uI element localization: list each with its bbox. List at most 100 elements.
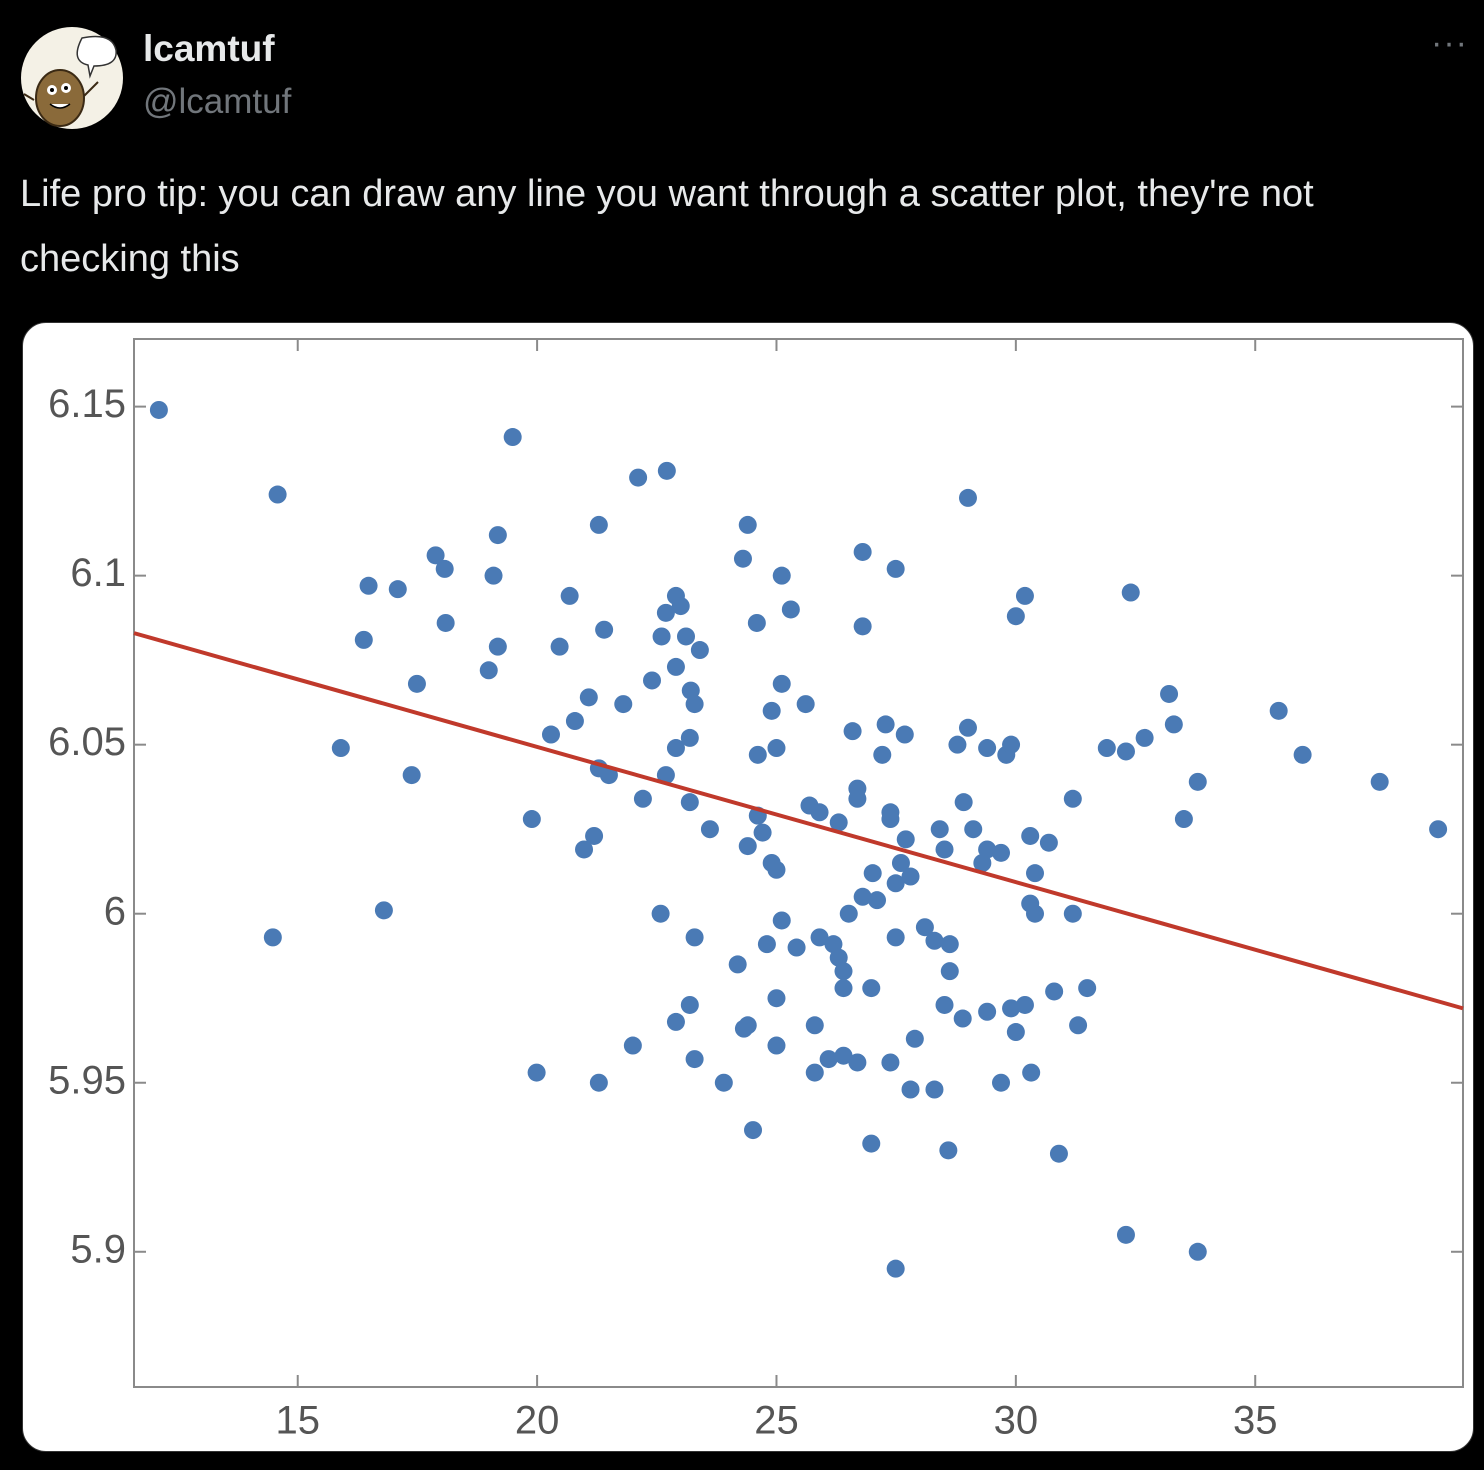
author-handle[interactable]: @lcamtuf xyxy=(143,82,292,121)
scatter-point xyxy=(829,813,848,832)
scatter-point xyxy=(886,874,905,893)
scatter-point xyxy=(748,745,767,764)
scatter-point xyxy=(633,789,652,808)
scatter-point xyxy=(787,938,806,957)
scatter-point xyxy=(747,613,766,632)
scatter-point xyxy=(1135,728,1154,747)
scatter-point xyxy=(656,603,675,622)
scatter-point xyxy=(666,739,685,758)
x-tick-label: 30 xyxy=(994,1399,1039,1443)
scatter-point xyxy=(1078,979,1097,998)
scatter-point xyxy=(728,955,747,974)
scatter-point xyxy=(901,867,920,886)
scatter-point xyxy=(772,911,791,930)
scatter-point xyxy=(484,566,503,585)
scatter-point xyxy=(848,1053,867,1072)
scatter-point xyxy=(873,745,892,764)
scatter-point xyxy=(767,1036,786,1055)
scatter-point xyxy=(992,843,1011,862)
scatter-point xyxy=(939,1141,958,1160)
scatter-point xyxy=(881,1053,900,1072)
scatter-point xyxy=(848,789,867,808)
scatter-point xyxy=(690,641,709,660)
scatter-point xyxy=(268,485,287,504)
scatter-point xyxy=(901,1080,920,1099)
chart-card[interactable]: 15 20 25 30 35 5.9 5.95 6 6.05 6.1 6.15 xyxy=(22,322,1474,1452)
scatter-point xyxy=(1069,1016,1088,1035)
scatter-point xyxy=(930,820,949,839)
scatter-point xyxy=(896,830,915,849)
x-tick-label: 15 xyxy=(275,1399,320,1443)
scatter-point xyxy=(685,1050,704,1069)
scatter-point xyxy=(1121,583,1140,602)
scatter-point xyxy=(435,559,454,578)
scatter-point xyxy=(772,674,791,693)
scatter-point xyxy=(1002,999,1021,1018)
y-tick-label: 6.1 xyxy=(70,551,126,595)
scatter-point xyxy=(953,1009,972,1028)
y-tick-label: 6.15 xyxy=(48,382,126,426)
scatter-point xyxy=(671,597,690,616)
scatter-point xyxy=(426,546,445,565)
scatter-point xyxy=(738,1016,757,1035)
scatter-point xyxy=(863,864,882,883)
scatter-point xyxy=(886,1259,905,1278)
scatter-point xyxy=(149,400,168,419)
scatter-point xyxy=(834,979,853,998)
scatter-point xyxy=(767,860,786,879)
scatter-point xyxy=(935,840,954,859)
scatter-point xyxy=(973,854,992,872)
scatter-point xyxy=(954,793,973,812)
scatter-point xyxy=(595,620,614,639)
scatter-point xyxy=(978,739,997,758)
scatter-point xyxy=(935,995,954,1014)
scatter-point xyxy=(810,928,829,947)
scatter-point xyxy=(1370,772,1389,791)
scatter-point xyxy=(1026,864,1045,883)
scatter-point xyxy=(881,810,900,829)
scatter-point xyxy=(964,820,983,839)
avatar[interactable] xyxy=(20,26,124,130)
scatter-point xyxy=(1164,715,1183,734)
scatter-point xyxy=(940,962,959,981)
scatter-point xyxy=(527,1063,546,1082)
scatter-point xyxy=(623,1036,642,1055)
scatter-point xyxy=(891,854,910,872)
author-name[interactable]: lcamtuf xyxy=(143,28,275,69)
scatter-point xyxy=(541,725,560,744)
more-button[interactable]: ··· xyxy=(1431,24,1468,62)
scatter-point xyxy=(762,701,781,720)
scatter-point xyxy=(886,559,905,578)
scatter-point xyxy=(488,526,507,545)
scatter-point xyxy=(958,718,977,737)
scatter-point xyxy=(1021,826,1040,845)
scatter-point xyxy=(585,826,604,845)
scatter-point xyxy=(805,1063,824,1082)
scatter-point xyxy=(905,1029,924,1048)
scatter-point xyxy=(1063,904,1082,923)
scatter-point xyxy=(666,1012,685,1031)
scatter-point xyxy=(680,728,699,747)
scatter-point xyxy=(744,1121,763,1140)
scatter-point xyxy=(796,695,815,714)
scatter-point xyxy=(1006,1023,1025,1042)
scatter-point xyxy=(1045,982,1064,1001)
scatter-point xyxy=(753,823,772,842)
scatter-point xyxy=(978,1002,997,1021)
scatter-point xyxy=(614,695,633,714)
scatter-point xyxy=(685,695,704,714)
scatter-point xyxy=(1116,742,1135,761)
scatter-point xyxy=(589,1073,608,1092)
scatter-point xyxy=(643,671,662,690)
scatter-point xyxy=(1015,995,1034,1014)
scatter-point xyxy=(862,979,881,998)
scatter-point xyxy=(781,600,800,619)
scatter-point xyxy=(700,820,719,839)
scatter-point xyxy=(772,566,791,585)
scatter-point xyxy=(843,722,862,741)
scatter-point xyxy=(263,928,282,947)
scatter-point xyxy=(629,468,648,487)
scatter-point xyxy=(940,935,959,954)
scatter-point xyxy=(666,657,685,676)
